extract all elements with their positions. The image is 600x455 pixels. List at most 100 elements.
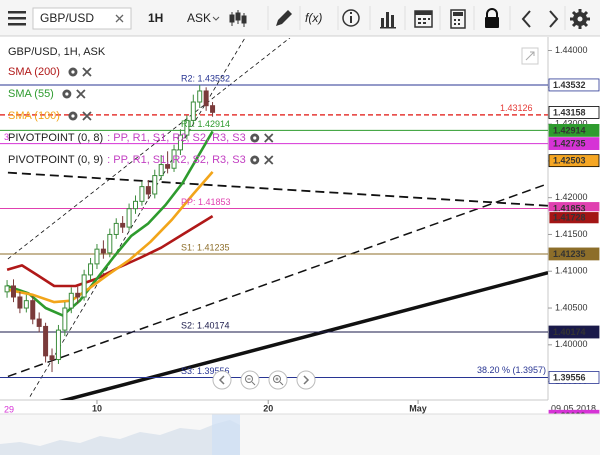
side-select[interactable]: ASK — [187, 11, 220, 25]
indicator-settings[interactable] — [68, 111, 78, 121]
zoom-in-part[interactable] — [268, 370, 288, 390]
symbol-search-part[interactable] — [115, 14, 124, 23]
zoom-out-part[interactable] — [247, 378, 256, 386]
level-label: R1: 1.42914 — [181, 119, 230, 129]
calculator-button-part[interactable] — [450, 9, 466, 29]
chart-type-button-part[interactable] — [235, 12, 241, 21]
settings-button[interactable] — [570, 9, 590, 29]
navigator[interactable] — [0, 413, 600, 455]
navigator-part[interactable] — [212, 414, 240, 455]
indicators-button[interactable] — [380, 12, 396, 29]
chart-type-button-part[interactable] — [229, 14, 235, 23]
calculator-button-part[interactable] — [454, 19, 460, 25]
scroll-left-part[interactable] — [212, 370, 232, 390]
calendar-button-part[interactable] — [418, 18, 430, 24]
legend-entry[interactable]: SMA (55) — [8, 88, 54, 100]
zoom-in-part[interactable] — [275, 377, 284, 386]
lock-button-part[interactable] — [486, 8, 498, 17]
navigator-part[interactable] — [0, 420, 240, 455]
indicator-settings[interactable] — [62, 89, 72, 99]
price-tag — [548, 137, 600, 150]
info-button-part[interactable] — [342, 9, 360, 27]
gear-hole[interactable] — [71, 114, 75, 118]
remove-icon[interactable] — [264, 133, 274, 143]
indicator-settings[interactable] — [250, 133, 260, 143]
scroll-left-part[interactable] — [218, 375, 225, 385]
price-tag-label: 1.41853 — [553, 203, 586, 213]
indicator-settings[interactable] — [250, 155, 260, 165]
candle-body — [145, 186, 151, 195]
gear-hole[interactable] — [71, 70, 75, 74]
expand-button[interactable] — [521, 47, 539, 65]
scroll-right-part[interactable] — [296, 370, 316, 390]
info-button-part[interactable] — [350, 12, 352, 14]
zoom-out-part[interactable] — [240, 370, 260, 390]
candle-body — [88, 263, 94, 276]
scroll-right-part[interactable] — [303, 375, 310, 385]
price-tag — [548, 124, 600, 137]
side[interactable]: ASK — [187, 11, 211, 25]
menu-button-part[interactable] — [8, 17, 26, 20]
candle-body — [152, 175, 158, 195]
indicators-button-part[interactable] — [391, 15, 394, 27]
zoom-in[interactable] — [268, 370, 288, 390]
chart-type-button[interactable] — [229, 10, 247, 27]
y-tick-label: 1.41500 — [555, 229, 588, 239]
zoom-in-part[interactable] — [273, 375, 281, 383]
calendar-button-part[interactable] — [415, 11, 432, 15]
remove-icon[interactable] — [82, 67, 92, 77]
forward-button[interactable] — [549, 10, 559, 28]
legend-levels[interactable]: : PP, R1, S1, R2, S2, R3, S3 — [107, 154, 246, 166]
info-button[interactable] — [342, 9, 360, 27]
side-select-part[interactable] — [212, 16, 220, 21]
candle-body — [49, 355, 55, 361]
symbol[interactable]: GBP/USD — [40, 11, 94, 25]
legend-entry[interactable]: SMA (100) — [8, 110, 60, 122]
remove-icon[interactable] — [264, 155, 274, 165]
draw-button-part[interactable] — [276, 10, 292, 26]
gear-hole[interactable] — [253, 158, 257, 162]
x-tick-label: 20 — [263, 403, 273, 413]
x-tick-label: 10 — [92, 403, 102, 413]
menu-button-part[interactable] — [8, 11, 26, 14]
lock-button[interactable] — [485, 8, 499, 28]
zoom-controls[interactable] — [212, 370, 316, 390]
zoom-out-part[interactable] — [245, 375, 253, 383]
remove-icon[interactable] — [76, 89, 86, 99]
level-label: S3: 1.39556 — [181, 366, 230, 376]
expand-button-part[interactable] — [525, 51, 535, 61]
calculator-button[interactable] — [450, 9, 466, 29]
zoom-out[interactable] — [240, 370, 260, 390]
indicator-line — [6, 171, 214, 304]
calendar-button[interactable] — [414, 10, 433, 28]
settings-button-part[interactable] — [577, 16, 583, 22]
indicators-button-part[interactable] — [386, 12, 389, 27]
symbol-search[interactable]: GBP/USD — [32, 7, 132, 30]
legend-levels[interactable]: : PP, R1, S1, R2, S2, R3, S3 — [107, 132, 246, 144]
symbol-search-part[interactable] — [32, 7, 132, 30]
draw-button[interactable] — [276, 10, 292, 26]
info-button-part[interactable] — [350, 16, 352, 23]
menu-button[interactable] — [8, 11, 26, 26]
scroll-right[interactable] — [296, 370, 316, 390]
scroll-left[interactable] — [212, 370, 232, 390]
gear-hole[interactable] — [65, 92, 69, 96]
back-button[interactable] — [521, 10, 531, 28]
timeframe[interactable]: 1H — [148, 11, 163, 25]
indicator-settings[interactable] — [68, 67, 78, 77]
indicators-button-part[interactable] — [381, 18, 384, 27]
legend-entry[interactable]: PIVOTPOINT (0, 9) — [8, 154, 103, 166]
lock-button-part[interactable] — [485, 17, 499, 28]
menu-button-part[interactable] — [8, 23, 26, 26]
chart-type-button-part[interactable] — [241, 15, 247, 24]
legend-entry[interactable]: PIVOTPOINT (0, 8) — [8, 132, 103, 144]
indicators-button-part[interactable] — [380, 27, 396, 29]
legend-entry[interactable]: SMA (200) — [8, 66, 60, 78]
function-button[interactable]: f(x) — [305, 11, 322, 25]
level-label: 29 — [4, 405, 14, 415]
trendline — [7, 182, 548, 378]
calculator-button-part[interactable] — [453, 12, 463, 16]
gear-hole[interactable] — [253, 136, 257, 140]
remove-icon[interactable] — [82, 111, 92, 121]
